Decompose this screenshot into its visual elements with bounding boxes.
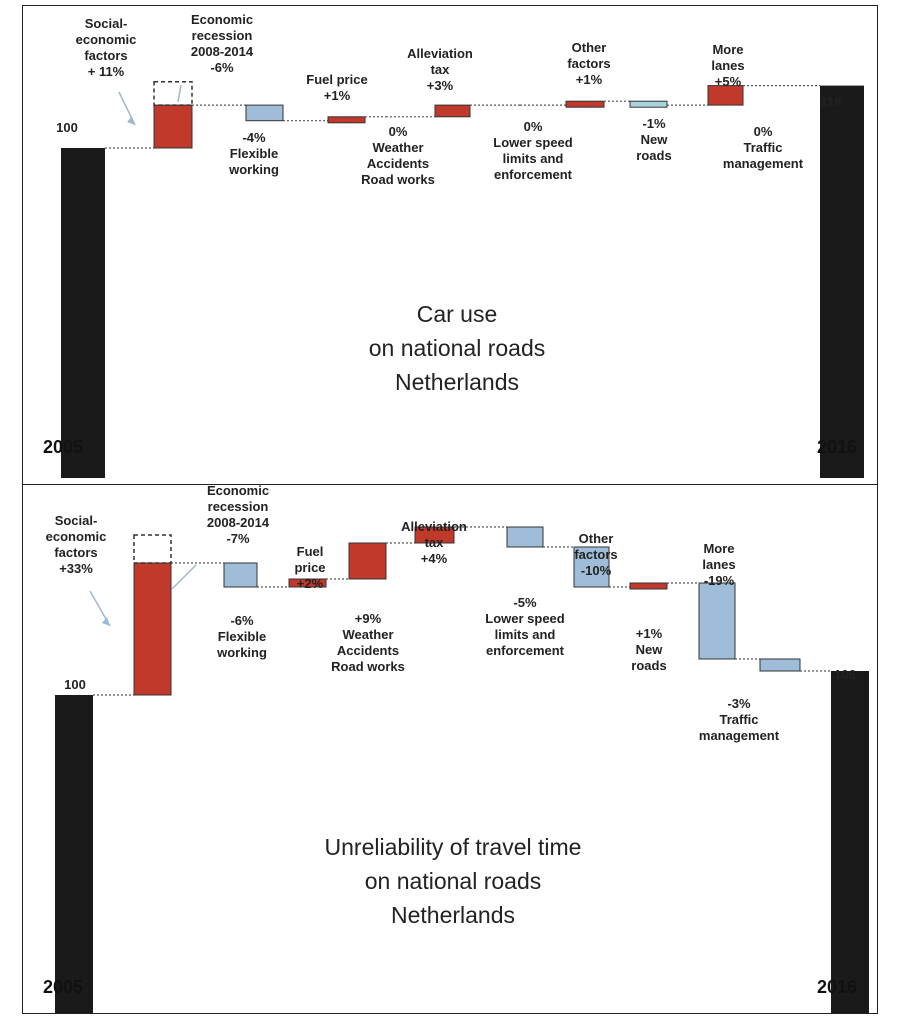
unreliability-start-year-label: 2005 bbox=[43, 977, 83, 997]
car-use-ghost-pointer-arrow bbox=[177, 84, 182, 103]
car-use-chart-panel: 100 2005 Social-economic factors + 11% -4% Fle… bbox=[22, 5, 878, 485]
unreliability-bar-step-3 bbox=[288, 578, 327, 588]
unreliability-chart-title: Unreliability of travel time on national … bbox=[325, 834, 582, 928]
car-use-step-label-5: Alleviation tax +3% bbox=[407, 46, 473, 93]
car-use-step-label-9: More lanes +5% bbox=[711, 42, 744, 89]
car-use-step-label-8: -1% New roads bbox=[636, 116, 671, 163]
unreliability-step-label-6: -5% Lower speed limits and enforcement bbox=[485, 595, 565, 658]
unreliability-step-label-9: More lanes -19% bbox=[702, 541, 735, 588]
car-use-bar-step-9 bbox=[707, 85, 744, 106]
unreliability-step-label-1: Social-economic factors +33% bbox=[46, 513, 107, 576]
car-use-step-label-1: Social-economic factors + 11% bbox=[76, 16, 137, 79]
unreliability-bar-step-6 bbox=[506, 526, 544, 548]
car-use-start-value-label: 100 bbox=[56, 120, 78, 135]
unreliability-ghost-pointer-arrow bbox=[171, 564, 197, 590]
unreliability-step-label-5: Alleviation tax +4% bbox=[401, 519, 467, 566]
unreliability-bar-step-8 bbox=[629, 582, 668, 590]
unreliability-start-value-label: 100 bbox=[64, 677, 86, 692]
unreliability-bar-end-total bbox=[831, 671, 869, 1013]
car-use-waterfall-chart: 100 2005 Social-economic factors + 11% -4% Fle… bbox=[43, 12, 864, 478]
car-use-bar-step-2 bbox=[245, 104, 284, 122]
unreliability-step-label-10: -3% Traffic management bbox=[699, 696, 780, 743]
car-use-bar-step-1 bbox=[153, 104, 193, 149]
unreliability-ghost-recession-box bbox=[133, 534, 172, 564]
car-use-step-label-4: 0% Weather Accidents Road works bbox=[361, 124, 435, 187]
car-use-bar-start-total bbox=[61, 148, 105, 478]
unreliability-step-label-4: +9% Weather Accidents Road works bbox=[331, 611, 405, 674]
unreliability-bar-step-10 bbox=[759, 658, 801, 672]
car-use-bar-step-7 bbox=[565, 100, 605, 108]
car-use-bar-step-3 bbox=[327, 116, 366, 124]
car-use-chart-title: Car use on national roads Netherlands bbox=[369, 301, 545, 395]
unreliability-waterfall-chart: 100 2005 Social-economic factors +33% -6% Flex… bbox=[43, 485, 869, 1013]
unreliability-ghost-recession-label: Economic recession 2008-2014 -7% bbox=[207, 485, 270, 546]
unreliability-bar-step-4 bbox=[348, 542, 387, 580]
car-use-bar-step-8 bbox=[629, 100, 668, 108]
car-use-step-label-6: 0% Lower speed limits and enforcement bbox=[493, 119, 573, 182]
unreliability-end-value-label: 106 bbox=[834, 667, 856, 682]
car-use-step-label-3: Fuel price +1% bbox=[306, 72, 367, 103]
unreliability-bar-step-1 bbox=[133, 562, 172, 696]
car-use-ghost-recession-box bbox=[153, 80, 193, 106]
unreliability-bar-start-total bbox=[55, 695, 93, 1013]
unreliability-step-label-2: -6% Flexible working bbox=[216, 613, 267, 660]
unreliability-bar-step-9 bbox=[698, 582, 736, 660]
car-use-ghost-recession-label: Economic recession 2008-2014 -6% bbox=[191, 12, 254, 75]
car-use-end-year-label: 2016 bbox=[817, 437, 857, 457]
car-use-start-year-label: 2005 bbox=[43, 437, 83, 457]
unreliability-bar-step-7 bbox=[573, 546, 610, 588]
unreliability-step-label-8: +1% New roads bbox=[631, 626, 666, 673]
car-use-step-label-2: -4% Flexible working bbox=[228, 130, 279, 177]
car-use-end-value-label: 116 bbox=[821, 94, 842, 109]
unreliability-pointer-arrowhead bbox=[102, 617, 110, 626]
unreliability-bar-step-5 bbox=[414, 526, 455, 544]
car-use-pointer-arrowhead bbox=[127, 116, 135, 125]
car-use-bar-end-total bbox=[820, 85, 864, 478]
unreliability-step-label-7: Other factors -10% bbox=[574, 531, 617, 578]
unreliability-end-year-label: 2016 bbox=[817, 977, 857, 997]
unreliability-bar-step-2 bbox=[223, 562, 258, 588]
car-use-bar-step-5 bbox=[434, 104, 471, 118]
unreliability-step-label-3: Fuel price +2% bbox=[294, 544, 325, 591]
unreliability-chart-panel: 100 2005 Social-economic factors +33% -6% Flex… bbox=[22, 484, 878, 1014]
car-use-step-label-7: Other factors +1% bbox=[567, 40, 610, 87]
car-use-step-label-10: 0% Traffic management bbox=[723, 124, 804, 171]
